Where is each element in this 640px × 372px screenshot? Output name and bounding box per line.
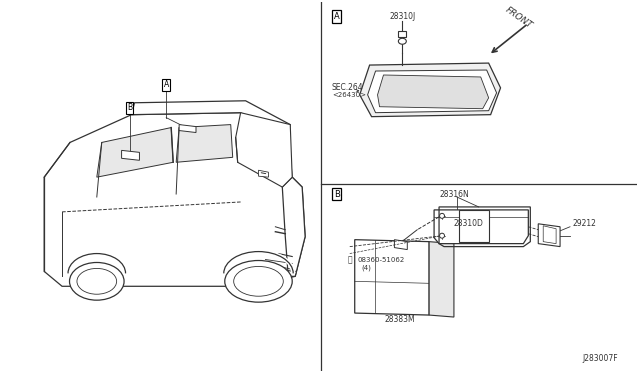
Polygon shape: [459, 210, 489, 242]
Text: 28310D: 28310D: [454, 219, 484, 228]
Text: SEC.264: SEC.264: [332, 83, 364, 92]
Polygon shape: [179, 125, 196, 132]
Text: 28310J: 28310J: [390, 12, 416, 21]
Polygon shape: [378, 75, 489, 109]
Text: B: B: [127, 103, 132, 112]
Text: 28383M: 28383M: [385, 314, 415, 324]
Text: A: A: [164, 80, 169, 89]
Polygon shape: [394, 240, 407, 250]
Polygon shape: [429, 242, 454, 317]
Polygon shape: [282, 177, 305, 276]
Ellipse shape: [70, 263, 124, 300]
Polygon shape: [44, 113, 305, 286]
Polygon shape: [176, 125, 233, 162]
Text: J283007F: J283007F: [582, 354, 618, 363]
Text: FRONT: FRONT: [503, 5, 534, 30]
Text: A: A: [334, 12, 340, 21]
Polygon shape: [398, 31, 406, 37]
Text: <26430>: <26430>: [332, 92, 366, 98]
Ellipse shape: [398, 38, 406, 44]
Text: B: B: [334, 189, 340, 199]
Ellipse shape: [440, 214, 445, 218]
Polygon shape: [355, 240, 429, 315]
Text: Ⓢ: Ⓢ: [348, 255, 352, 264]
Ellipse shape: [225, 260, 292, 302]
Text: 29212: 29212: [573, 219, 597, 228]
Polygon shape: [360, 63, 500, 117]
Polygon shape: [131, 101, 290, 138]
Polygon shape: [434, 210, 529, 244]
Polygon shape: [367, 70, 497, 113]
Polygon shape: [538, 224, 560, 247]
Text: 08360-51062: 08360-51062: [358, 257, 405, 263]
Ellipse shape: [440, 233, 445, 238]
Polygon shape: [97, 128, 173, 177]
Text: 28316N: 28316N: [439, 189, 468, 199]
Polygon shape: [236, 113, 292, 187]
Polygon shape: [250, 287, 266, 297]
Text: (4): (4): [362, 264, 372, 271]
Polygon shape: [122, 150, 140, 160]
Polygon shape: [259, 170, 268, 177]
